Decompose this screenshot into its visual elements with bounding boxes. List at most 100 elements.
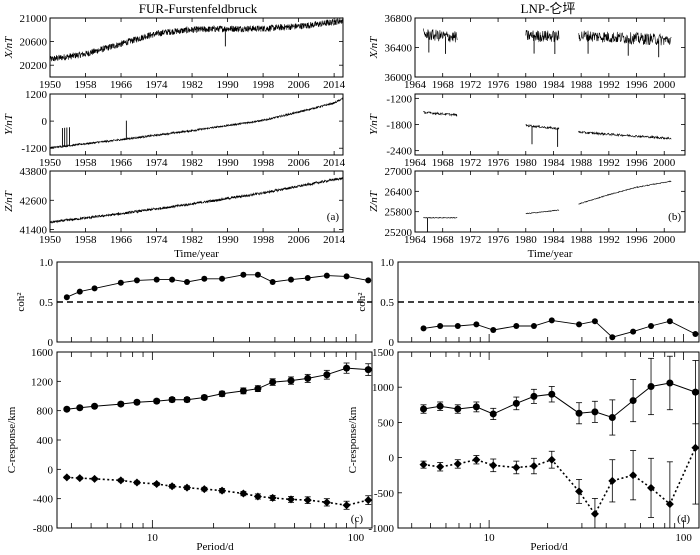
coherence-point bbox=[437, 323, 444, 329]
x-tick-label: 1984 bbox=[542, 79, 565, 91]
panel-label: (c) bbox=[351, 513, 364, 525]
x-tick-label: 1958 bbox=[75, 79, 98, 91]
series-line-Y bbox=[423, 111, 458, 117]
x-tick-label: 2006 bbox=[288, 79, 311, 91]
x-tick-label: 1990 bbox=[217, 79, 240, 91]
coherence-point bbox=[648, 323, 655, 329]
coherence-point bbox=[692, 331, 699, 337]
coherence-plot: 0 0.5 1.0 coh² bbox=[356, 257, 700, 349]
x-tick-label: 1992 bbox=[598, 79, 620, 91]
data-point-Re bbox=[269, 378, 277, 386]
coherence-point bbox=[219, 275, 226, 282]
coherence-point bbox=[513, 323, 520, 329]
series-line-Im bbox=[423, 447, 697, 516]
series-line-Re bbox=[66, 367, 369, 410]
data-point-Im bbox=[253, 492, 262, 501]
y-tick-label: 0.5 bbox=[39, 297, 53, 309]
x-tick-label: 100 bbox=[675, 532, 692, 544]
coherence-point bbox=[153, 276, 160, 283]
x-tick-label: 1976 bbox=[487, 79, 510, 91]
series-Im bbox=[419, 391, 700, 529]
y-tick-label: -800 bbox=[33, 523, 54, 535]
data-point-Re bbox=[168, 396, 176, 404]
y-tick-label: -1000 bbox=[368, 523, 394, 535]
x-tick-label: 1996 bbox=[626, 157, 649, 169]
data-point-Im bbox=[489, 461, 498, 470]
panel-label: (d) bbox=[677, 513, 690, 525]
x-tick-label: 1980 bbox=[515, 79, 538, 91]
data-point-Im bbox=[90, 474, 99, 483]
data-point-Re bbox=[76, 404, 84, 412]
coherence-point bbox=[473, 321, 480, 328]
x-axis-label: Period/d bbox=[196, 541, 234, 553]
plot-frame bbox=[414, 93, 686, 156]
data-point-Im bbox=[665, 500, 674, 509]
title-right: LNP-仑坪 bbox=[521, 1, 576, 16]
data-point-Im bbox=[62, 473, 71, 482]
x-tick-label: 1958 bbox=[75, 234, 98, 246]
x-tick-label: 1972 bbox=[459, 79, 481, 91]
data-point-Re bbox=[287, 377, 295, 385]
data-point-Re bbox=[183, 396, 191, 404]
series-line-Im bbox=[66, 476, 369, 507]
coherence-plot: 0 0.5 1.0 coh² bbox=[15, 257, 373, 349]
coherence-point bbox=[254, 271, 261, 278]
x-tick-label: 1968 bbox=[432, 234, 455, 246]
subplot-b-Z: 25200 25800 26400 27000 1964 1968 1972 1976 1980… bbox=[368, 166, 686, 246]
data-point-Im bbox=[132, 478, 141, 487]
x-tick-label: 1972 bbox=[459, 157, 481, 169]
panel-label: (a) bbox=[327, 211, 340, 223]
data-point-Re bbox=[200, 393, 208, 401]
series-line-Z bbox=[525, 209, 560, 215]
data-point-Im bbox=[268, 493, 277, 502]
x-tick-label: 1950 bbox=[39, 157, 62, 169]
data-point-Im bbox=[590, 509, 599, 518]
data-point-Re bbox=[512, 399, 520, 407]
x-tick-label: 1972 bbox=[459, 234, 481, 246]
coherence-point bbox=[548, 317, 555, 324]
series-line-Y bbox=[578, 130, 672, 140]
subplot-a-Y: -1200 0 1200 1950 1958 1966 1974 1982 1990 1998 20… bbox=[3, 89, 346, 169]
y-axis-label: coh² bbox=[356, 292, 368, 312]
data-point-Re bbox=[239, 387, 247, 395]
y-tick-label: 1500 bbox=[372, 347, 395, 359]
data-point-Im bbox=[691, 443, 700, 452]
subplot-a-X: 20200 20600 21000 1950 1958 1966 1974 1982 1990 1… bbox=[3, 13, 346, 91]
plot-frame bbox=[397, 351, 700, 529]
x-tick-label: 1958 bbox=[75, 157, 98, 169]
y-tick-label: 1000 bbox=[372, 382, 395, 394]
y-tick-label: 1.0 bbox=[380, 257, 394, 269]
data-point-Im bbox=[342, 501, 351, 510]
x-tick-label: 1950 bbox=[39, 79, 62, 91]
data-point-Im bbox=[472, 455, 481, 464]
series-line-Y bbox=[525, 123, 560, 131]
y-tick-label: 27000 bbox=[385, 166, 413, 178]
y-tick-label: 400 bbox=[37, 435, 54, 447]
series-line-Z bbox=[578, 180, 672, 205]
x-tick-label: 2000 bbox=[653, 157, 676, 169]
series-Re bbox=[63, 362, 372, 413]
data-point-Im bbox=[183, 483, 192, 492]
y-tick-label: 43800 bbox=[20, 166, 48, 178]
data-point-Re bbox=[218, 390, 226, 398]
data-point-Re bbox=[666, 379, 674, 387]
x-tick-label: 1998 bbox=[252, 79, 275, 91]
x-tick-label: 2006 bbox=[288, 234, 311, 246]
data-point-Im bbox=[322, 498, 331, 507]
coherence-line bbox=[423, 319, 696, 338]
x-tick-label: 2000 bbox=[653, 79, 676, 91]
x-tick-label: 10 bbox=[484, 532, 496, 544]
data-point-Re bbox=[629, 397, 637, 405]
x-tick-label: 100 bbox=[348, 532, 365, 544]
x-tick-label: 1982 bbox=[181, 157, 203, 169]
x-tick-label: 1988 bbox=[570, 234, 593, 246]
coherence-point bbox=[184, 279, 191, 285]
data-point-Im bbox=[547, 455, 556, 464]
y-tick-label: -1800 bbox=[386, 120, 412, 132]
data-point-Re bbox=[454, 405, 462, 413]
coherence-point bbox=[420, 325, 427, 332]
plot-frame bbox=[49, 170, 344, 233]
y-axis-label: Z/nT bbox=[368, 190, 380, 212]
y-tick-label: 20600 bbox=[20, 37, 48, 49]
y-axis-label: Y/nT bbox=[3, 113, 15, 135]
